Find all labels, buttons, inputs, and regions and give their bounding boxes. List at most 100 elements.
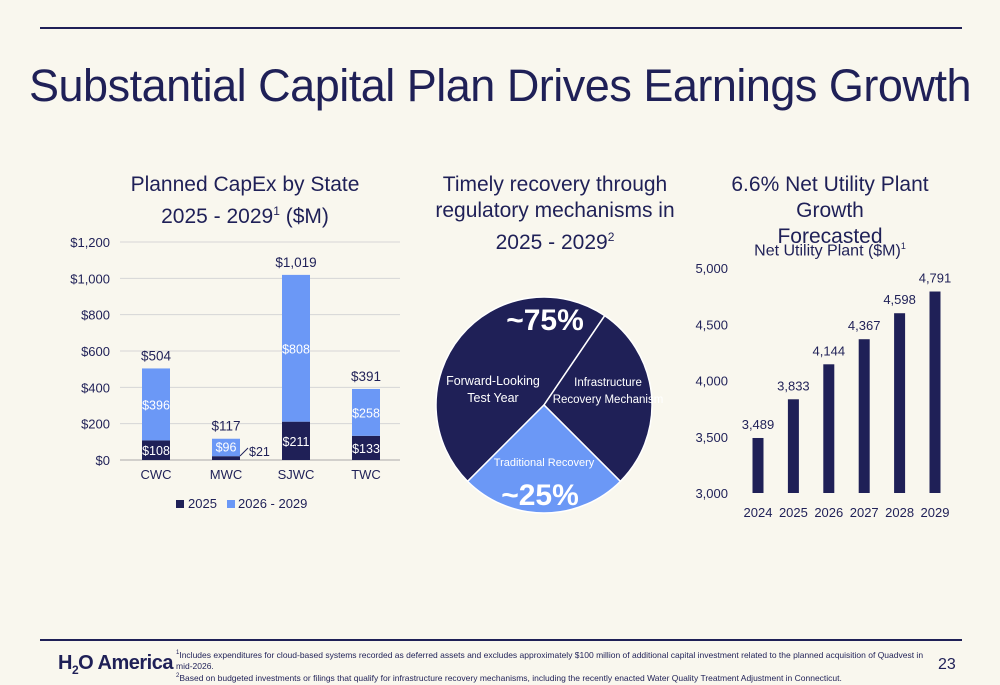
footnote-2-marker: 2 (176, 673, 180, 679)
plant-subtitle-footnote-ref: 1 (900, 241, 906, 251)
page-title: Substantial Capital Plan Drives Earnings… (29, 60, 971, 111)
x-tick-label: SJWC (278, 467, 315, 482)
x-tick-label: TWC (351, 467, 381, 482)
bar-2025 (142, 440, 170, 460)
legend-label-2025: 2025 (188, 496, 217, 511)
y-tick-label: $0 (96, 453, 110, 468)
plant-bar-label: 4,144 (813, 343, 846, 358)
pie-label-infra-line1: Infrastructure (574, 377, 642, 389)
bar-2026-2029 (212, 438, 240, 457)
y-tick-label: $200 (81, 417, 110, 432)
plant-title-line2: Forecasted (777, 225, 883, 248)
data-label-2026-2029: $258 (352, 406, 380, 420)
capex-chart: $0 $200 $400 $600 $800 $1,000 $1,200 CWC $504 $10… (70, 235, 400, 511)
x-tick-label: 2026 (814, 505, 843, 520)
x-tick-label: 2029 (921, 505, 950, 520)
plant-chart-title: 6.6% Net Utility Plant Growth Forecasted (695, 172, 965, 250)
footnote-2-text: Based on budgeted investments or filings… (179, 672, 842, 683)
bar-total-label: $391 (351, 369, 381, 384)
y-tick-label: $1,000 (70, 271, 110, 286)
y-tick-label: $1,200 (70, 235, 110, 250)
plant-bar-label: 4,791 (919, 271, 952, 286)
legend-label-2026-2029: 2026 - 2029 (238, 496, 307, 511)
footnote-1-marker: 1 (176, 650, 180, 656)
y-tick-label: 3,000 (695, 486, 728, 501)
bar-total-label: $1,019 (275, 255, 316, 270)
logo-2: 2 (71, 663, 79, 677)
plant-bar (894, 313, 906, 493)
bar-2026-2029 (352, 388, 380, 436)
plant-subtitle-text: Net Utility Plant ($M) (754, 242, 901, 260)
capex-title-unit: ($M) (279, 205, 329, 228)
bar-2025 (352, 435, 380, 460)
data-label-2026-2029: $396 (142, 398, 170, 412)
recovery-title-line1: Timely recovery through (442, 173, 668, 196)
y-tick-label: $800 (81, 308, 110, 323)
x-tick-label: 2025 (779, 505, 808, 520)
data-label-2026-2029: $96 (216, 440, 237, 454)
pie-slice-traditional (466, 403, 622, 514)
bar-2026-2029 (282, 274, 310, 422)
y-tick-label: 3,500 (695, 430, 728, 445)
pie-big-label-25: ~25% (501, 479, 579, 512)
data-label-2025: $108 (142, 444, 170, 458)
plant-bar-label: 4,367 (848, 318, 881, 333)
footnote-1: 1Includes expenditures for cloud-based s… (176, 648, 936, 672)
x-tick-label: 2027 (850, 505, 879, 520)
plant-chart: 3,000 3,500 4,000 4,500 5,000 3,489 2024 3,833 2… (695, 261, 952, 520)
data-label-2025: $21 (249, 445, 270, 459)
x-tick-label: 2024 (744, 505, 773, 520)
data-label-2025: $133 (352, 442, 380, 456)
plant-bar (929, 291, 941, 493)
x-tick-label: CWC (140, 467, 171, 482)
recovery-title-years: 2025 - 2029 (495, 231, 608, 254)
data-label-2026-2029: $808 (282, 342, 310, 356)
plant-bar-label: 3,489 (742, 417, 775, 432)
plant-bar (787, 399, 799, 493)
pie-label-traditional: Traditional Recovery (494, 457, 595, 469)
company-logo: H2O America (58, 652, 173, 677)
plant-chart-subtitle: Net Utility Plant ($M)1 (720, 233, 940, 264)
bar-2025 (212, 456, 240, 460)
recovery-chart-title: Timely recovery through regulatory mecha… (425, 172, 685, 256)
legend-swatch-2026-2029 (227, 500, 235, 508)
plant-bar (858, 339, 870, 493)
logo-o-america: O America (78, 652, 173, 674)
top-rule (40, 27, 962, 29)
footnote-2: 2Based on budgeted investments or filing… (176, 671, 936, 684)
y-tick-label: 4,500 (695, 317, 728, 332)
footnote-1-text: Includes expenditures for cloud-based sy… (176, 649, 924, 671)
recovery-pie-chart: ~75% Forward-Looking Test Year Infrastructu… (435, 296, 663, 514)
plant-title-line1: 6.6% Net Utility Plant Growth (731, 173, 929, 222)
bar-2025 (282, 421, 310, 460)
pie-slice-infrastructure (543, 314, 653, 483)
capex-title-line2: 2025 - 20291 ($M) (120, 198, 370, 230)
pie-big-label-75: ~75% (506, 304, 584, 337)
capex-chart-title: Planned CapEx by State 2025 - 20291 ($M) (120, 172, 370, 230)
x-tick-label: 2028 (885, 505, 914, 520)
plant-bar-label: 3,833 (777, 378, 810, 393)
pie-label-infra-line2: Recovery Mechanism (553, 394, 664, 406)
logo-h: H (58, 652, 72, 674)
data-label-leader (239, 447, 249, 457)
capex-title-footnote-ref: 1 (273, 204, 280, 218)
recovery-title-line3: 2025 - 20292 (425, 224, 685, 256)
x-tick-label: MWC (210, 467, 243, 482)
plant-bar-label: 4,598 (883, 292, 916, 307)
y-tick-label: $600 (81, 344, 110, 359)
recovery-title-footnote-ref: 2 (607, 230, 615, 244)
y-tick-label: $400 (81, 380, 110, 395)
y-tick-label: 4,000 (695, 374, 728, 389)
data-label-2025: $211 (283, 435, 310, 449)
page-number: 23 (938, 656, 956, 673)
bar-total-label: $117 (211, 419, 240, 434)
bar-total-label: $504 (141, 348, 172, 363)
bar-2026-2029 (142, 368, 170, 441)
bottom-rule (40, 639, 962, 641)
plant-bar (752, 437, 764, 493)
capex-title-years: 2025 - 2029 (161, 205, 274, 228)
plant-bar (823, 364, 835, 493)
pie-label-forward-line2: Test Year (467, 391, 518, 405)
pie-label-forward-line1: Forward-Looking (446, 374, 540, 388)
legend-swatch-2025 (176, 500, 184, 508)
